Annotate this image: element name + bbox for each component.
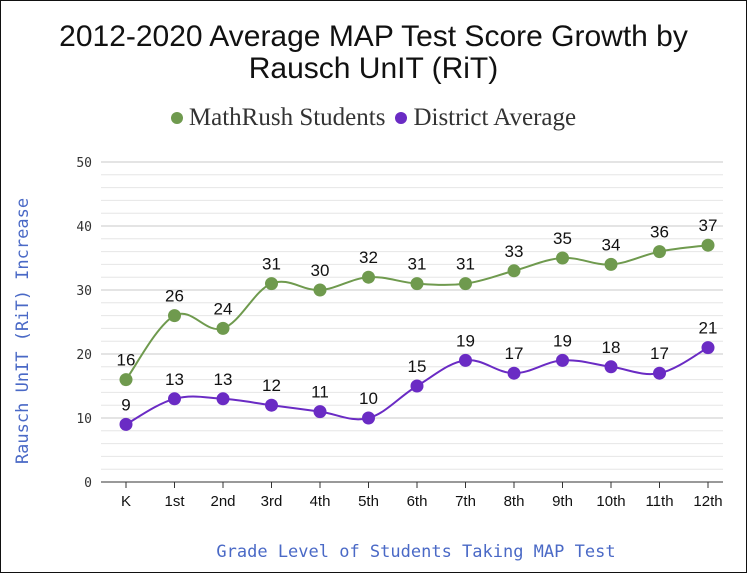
x-tick-label: 12th xyxy=(693,493,722,510)
x-axis-label: Grade Level of Students Taking MAP Test xyxy=(216,542,616,562)
data-point-district xyxy=(459,353,472,367)
x-tick-label: 5th xyxy=(358,493,379,510)
data-label-district: 21 xyxy=(699,319,718,338)
data-label-mathrush: 16 xyxy=(117,351,136,370)
data-label-mathrush: 34 xyxy=(602,235,621,254)
y-tick-label: 50 xyxy=(76,156,92,171)
legend-marker-mathrush xyxy=(170,112,183,124)
y-tick-label: 10 xyxy=(76,412,92,427)
data-point-mathrush xyxy=(653,245,666,259)
data-label-district: 12 xyxy=(262,376,281,395)
data-label-district: 11 xyxy=(311,383,329,402)
data-point-mathrush xyxy=(459,277,472,291)
data-label-mathrush: 37 xyxy=(699,216,718,235)
x-tick-label: 7th xyxy=(455,493,476,510)
data-point-district xyxy=(653,366,666,380)
data-label-mathrush: 26 xyxy=(165,287,184,306)
data-label-mathrush: 24 xyxy=(214,299,233,318)
data-label-mathrush: 36 xyxy=(650,223,669,242)
data-point-mathrush xyxy=(410,277,424,291)
data-label-district: 17 xyxy=(650,344,669,363)
y-tick-label: 40 xyxy=(76,220,92,235)
y-tick-label: 0 xyxy=(84,476,92,491)
data-point-mathrush xyxy=(556,251,569,265)
data-point-district xyxy=(362,411,375,425)
data-point-mathrush xyxy=(119,373,133,387)
legend-item-mathrush: MathRush Students xyxy=(170,104,386,132)
chart-title-line-1: 2012-2020 Average MAP Test Score Growth … xyxy=(59,20,688,53)
x-tick-label: 6th xyxy=(407,493,428,510)
data-label-mathrush: 31 xyxy=(262,255,281,274)
data-point-mathrush xyxy=(265,277,278,291)
x-tick-label: 2nd xyxy=(210,493,235,510)
data-label-district: 9 xyxy=(121,395,130,414)
data-label-mathrush: 31 xyxy=(408,255,427,274)
data-label-district: 13 xyxy=(165,370,184,389)
legend-item-district: District Average xyxy=(395,104,576,132)
data-point-mathrush xyxy=(604,257,618,271)
data-point-mathrush xyxy=(362,270,375,284)
y-tick-label: 30 xyxy=(76,284,92,299)
data-label-mathrush: 30 xyxy=(311,261,330,280)
data-point-district xyxy=(701,341,715,355)
legend-label-mathrush: MathRush Students xyxy=(188,104,386,131)
chart-title-line-2: Rausch UnIT (RiT) xyxy=(248,52,499,85)
x-tick-label: 10th xyxy=(596,493,625,510)
data-point-district xyxy=(313,405,327,419)
data-point-district xyxy=(507,366,521,380)
x-tick-label: 3rd xyxy=(261,493,283,510)
data-point-mathrush xyxy=(313,283,327,297)
data-label-district: 15 xyxy=(408,357,427,376)
x-tick-label: 8th xyxy=(504,493,525,510)
data-point-district xyxy=(556,353,569,367)
data-point-district xyxy=(168,392,181,406)
data-label-mathrush: 35 xyxy=(553,229,572,248)
data-point-district xyxy=(604,360,618,374)
x-tick-label: 1st xyxy=(164,493,185,510)
data-label-district: 19 xyxy=(553,331,572,350)
x-tick-label: 4th xyxy=(310,493,331,510)
y-axis-label: Rausch UnIT (RiT) Increase xyxy=(13,197,33,465)
data-label-mathrush: 33 xyxy=(505,242,524,261)
data-label-mathrush: 31 xyxy=(456,255,475,274)
data-point-district xyxy=(265,398,278,412)
data-point-district xyxy=(410,379,424,393)
chart-title: 2012-2020 Average MAP Test Score Growth … xyxy=(1,21,746,85)
legend-label-district: District Average xyxy=(413,104,577,131)
data-point-mathrush xyxy=(701,238,715,252)
data-label-district: 10 xyxy=(359,389,378,408)
data-label-district: 19 xyxy=(456,331,475,350)
data-point-mathrush xyxy=(216,321,230,335)
data-point-mathrush xyxy=(168,309,181,323)
x-tick-label: 9th xyxy=(552,493,573,510)
data-label-district: 18 xyxy=(602,338,621,357)
legend-marker-district xyxy=(395,112,408,124)
x-tick-label: 11th xyxy=(645,493,673,510)
data-label-district: 13 xyxy=(214,370,233,389)
data-label-district: 17 xyxy=(505,344,524,363)
data-point-district xyxy=(216,392,230,406)
data-label-mathrush: 32 xyxy=(359,248,378,267)
data-point-mathrush xyxy=(507,264,521,278)
chart-legend: MathRush Students District Average xyxy=(1,104,746,132)
data-point-district xyxy=(119,417,133,431)
x-tick-label: K xyxy=(121,493,131,510)
y-tick-label: 20 xyxy=(76,348,92,363)
